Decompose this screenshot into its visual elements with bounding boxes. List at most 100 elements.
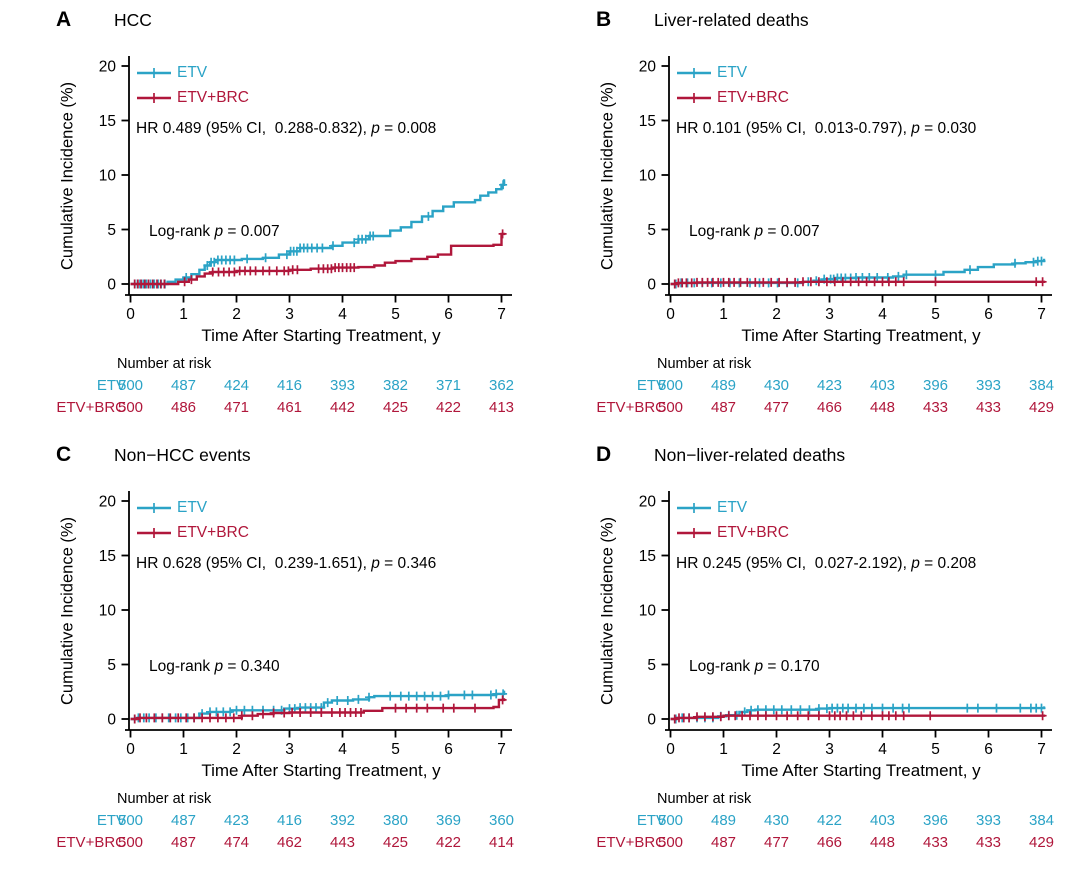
risk-row-label: ETV+BRC: [596, 399, 666, 416]
risk-value: 393: [329, 377, 356, 394]
x-tick-label: 7: [1037, 306, 1046, 323]
legend-label-etv-brc: ETV+BRC: [717, 88, 789, 106]
y-tick-label: 15: [639, 113, 656, 130]
hazard-ratio-text: HR 0.489 (95% CI, 0.288-0.832), p = 0.00…: [136, 120, 436, 138]
risk-value: 396: [922, 812, 949, 829]
risk-value: 371: [435, 377, 462, 394]
risk-value: 500: [117, 812, 144, 829]
legend-marker-svg: [137, 67, 171, 78]
survival-curve-brc: [130, 232, 506, 286]
panel-d: D Non−liver-related deaths Cumulative In…: [540, 435, 1080, 869]
risk-value: 442: [329, 399, 356, 416]
y-tick-label: 0: [647, 277, 656, 294]
x-tick-label: 0: [126, 741, 135, 758]
number-at-risk-table: ETV 500 489 430 422 403 396 393 384 ETV+BRC 500 487…: [540, 812, 1080, 858]
x-tick-label: 1: [719, 306, 728, 323]
hr-value-text: HR 0.628 (95% CI, 0.239-1.651),: [136, 555, 372, 572]
risk-row-brc: ETV+BRC 500 487 477 466 448 433 433 429: [540, 834, 1080, 854]
censor-marks-brc: [130, 229, 507, 289]
risk-value: 477: [763, 834, 790, 851]
etv-line-marker-icon: [136, 501, 172, 515]
legend-item-etv: ETV: [136, 495, 249, 520]
hr-value-text: HR 0.245 (95% CI, 0.027-2.192),: [676, 555, 912, 572]
legend-label-etv: ETV: [717, 498, 748, 516]
x-tick-label: 6: [444, 741, 453, 758]
risk-value: 424: [223, 377, 250, 394]
legend: ETV ETV+BRC: [136, 495, 249, 545]
legend-label-etv-brc: ETV+BRC: [177, 523, 249, 541]
risk-row-etv: ETV 500 487 424 416 393 382 371 362: [0, 377, 540, 397]
risk-table-header: Number at risk: [117, 356, 212, 372]
x-tick-label: 4: [878, 306, 887, 323]
risk-value: 362: [488, 377, 515, 394]
logrank-prefix: Log-rank: [689, 658, 755, 675]
y-tick-label: 5: [107, 657, 116, 674]
y-tick-label: 20: [639, 494, 657, 511]
risk-value: 423: [223, 812, 250, 829]
legend: ETV ETV+BRC: [136, 60, 249, 110]
number-at-risk-table: ETV 500 487 424 416 393 382 371 362 ETV+BRC 500 486…: [0, 377, 540, 423]
hr-p-value: = 0.008: [379, 120, 437, 137]
legend-marker-svg: [677, 502, 711, 513]
legend-item-etv-brc: ETV+BRC: [136, 520, 249, 545]
etv-brc-line-marker-icon: [136, 91, 172, 105]
etv-brc-line-marker-icon: [676, 526, 712, 540]
x-tick-label: 2: [772, 741, 781, 758]
number-at-risk-table: ETV 500 487 423 416 392 380 369 360 ETV+BRC 500 487…: [0, 812, 540, 858]
risk-value: 403: [869, 812, 896, 829]
legend-item-etv-brc: ETV+BRC: [136, 85, 249, 110]
risk-value: 500: [117, 377, 144, 394]
risk-value: 416: [276, 377, 303, 394]
p-symbol: p: [911, 120, 920, 137]
y-tick-label: 10: [99, 168, 117, 185]
risk-table-header: Number at risk: [117, 791, 212, 807]
risk-value: 487: [170, 377, 197, 394]
y-tick-label: 10: [99, 603, 117, 620]
logrank-prefix: Log-rank: [689, 223, 755, 240]
survival-plot: 0 5 10 15 20 0 1 2 3 4 5 6 7: [99, 56, 512, 323]
risk-value: 393: [975, 812, 1002, 829]
p-symbol: p: [214, 223, 224, 240]
x-tick-label: 4: [878, 741, 887, 758]
panel-title: HCC: [114, 10, 152, 30]
risk-value: 423: [816, 377, 843, 394]
hr-p-value: = 0.030: [919, 120, 977, 137]
panel-letter: C: [56, 443, 72, 466]
y-tick-label: 20: [99, 494, 117, 511]
panel-letter: A: [56, 8, 72, 31]
logrank-prefix: Log-rank: [149, 658, 215, 675]
risk-value: 500: [657, 399, 684, 416]
risk-value: 369: [435, 812, 462, 829]
risk-table-header: Number at risk: [657, 356, 752, 372]
logrank-p-value: = 0.340: [223, 658, 280, 675]
legend-marker-svg: [137, 527, 171, 538]
risk-value: 425: [382, 834, 409, 851]
y-tick-label: 15: [639, 548, 656, 565]
x-tick-label: 7: [497, 741, 506, 758]
risk-value: 384: [1028, 812, 1055, 829]
risk-row-label: ETV: [96, 812, 126, 829]
risk-value: 489: [710, 377, 737, 394]
risk-value: 461: [276, 399, 303, 416]
risk-value: 433: [975, 834, 1002, 851]
hr-p-value: = 0.208: [919, 555, 977, 572]
risk-value: 393: [975, 377, 1002, 394]
etv-brc-line-marker-icon: [136, 526, 172, 540]
survival-curve-etv: [670, 706, 1046, 721]
legend-item-etv-brc: ETV+BRC: [676, 85, 789, 110]
y-tick-label: 0: [107, 712, 116, 729]
risk-row-label: ETV: [636, 377, 666, 394]
risk-value: 433: [922, 399, 949, 416]
risk-value: 429: [1028, 834, 1055, 851]
y-tick-label: 20: [99, 59, 117, 76]
x-tick-label: 5: [931, 741, 940, 758]
p-symbol: p: [754, 658, 764, 675]
risk-value: 500: [657, 377, 684, 394]
x-tick-label: 0: [126, 306, 135, 323]
panel-b: B Liver-related deaths Cumulative Incide…: [540, 0, 1080, 434]
legend-label-etv-brc: ETV+BRC: [717, 523, 789, 541]
censor-marks-brc: [670, 711, 1047, 724]
x-tick-label: 4: [338, 306, 347, 323]
x-tick-label: 5: [391, 306, 400, 323]
x-tick-label: 2: [232, 306, 241, 323]
